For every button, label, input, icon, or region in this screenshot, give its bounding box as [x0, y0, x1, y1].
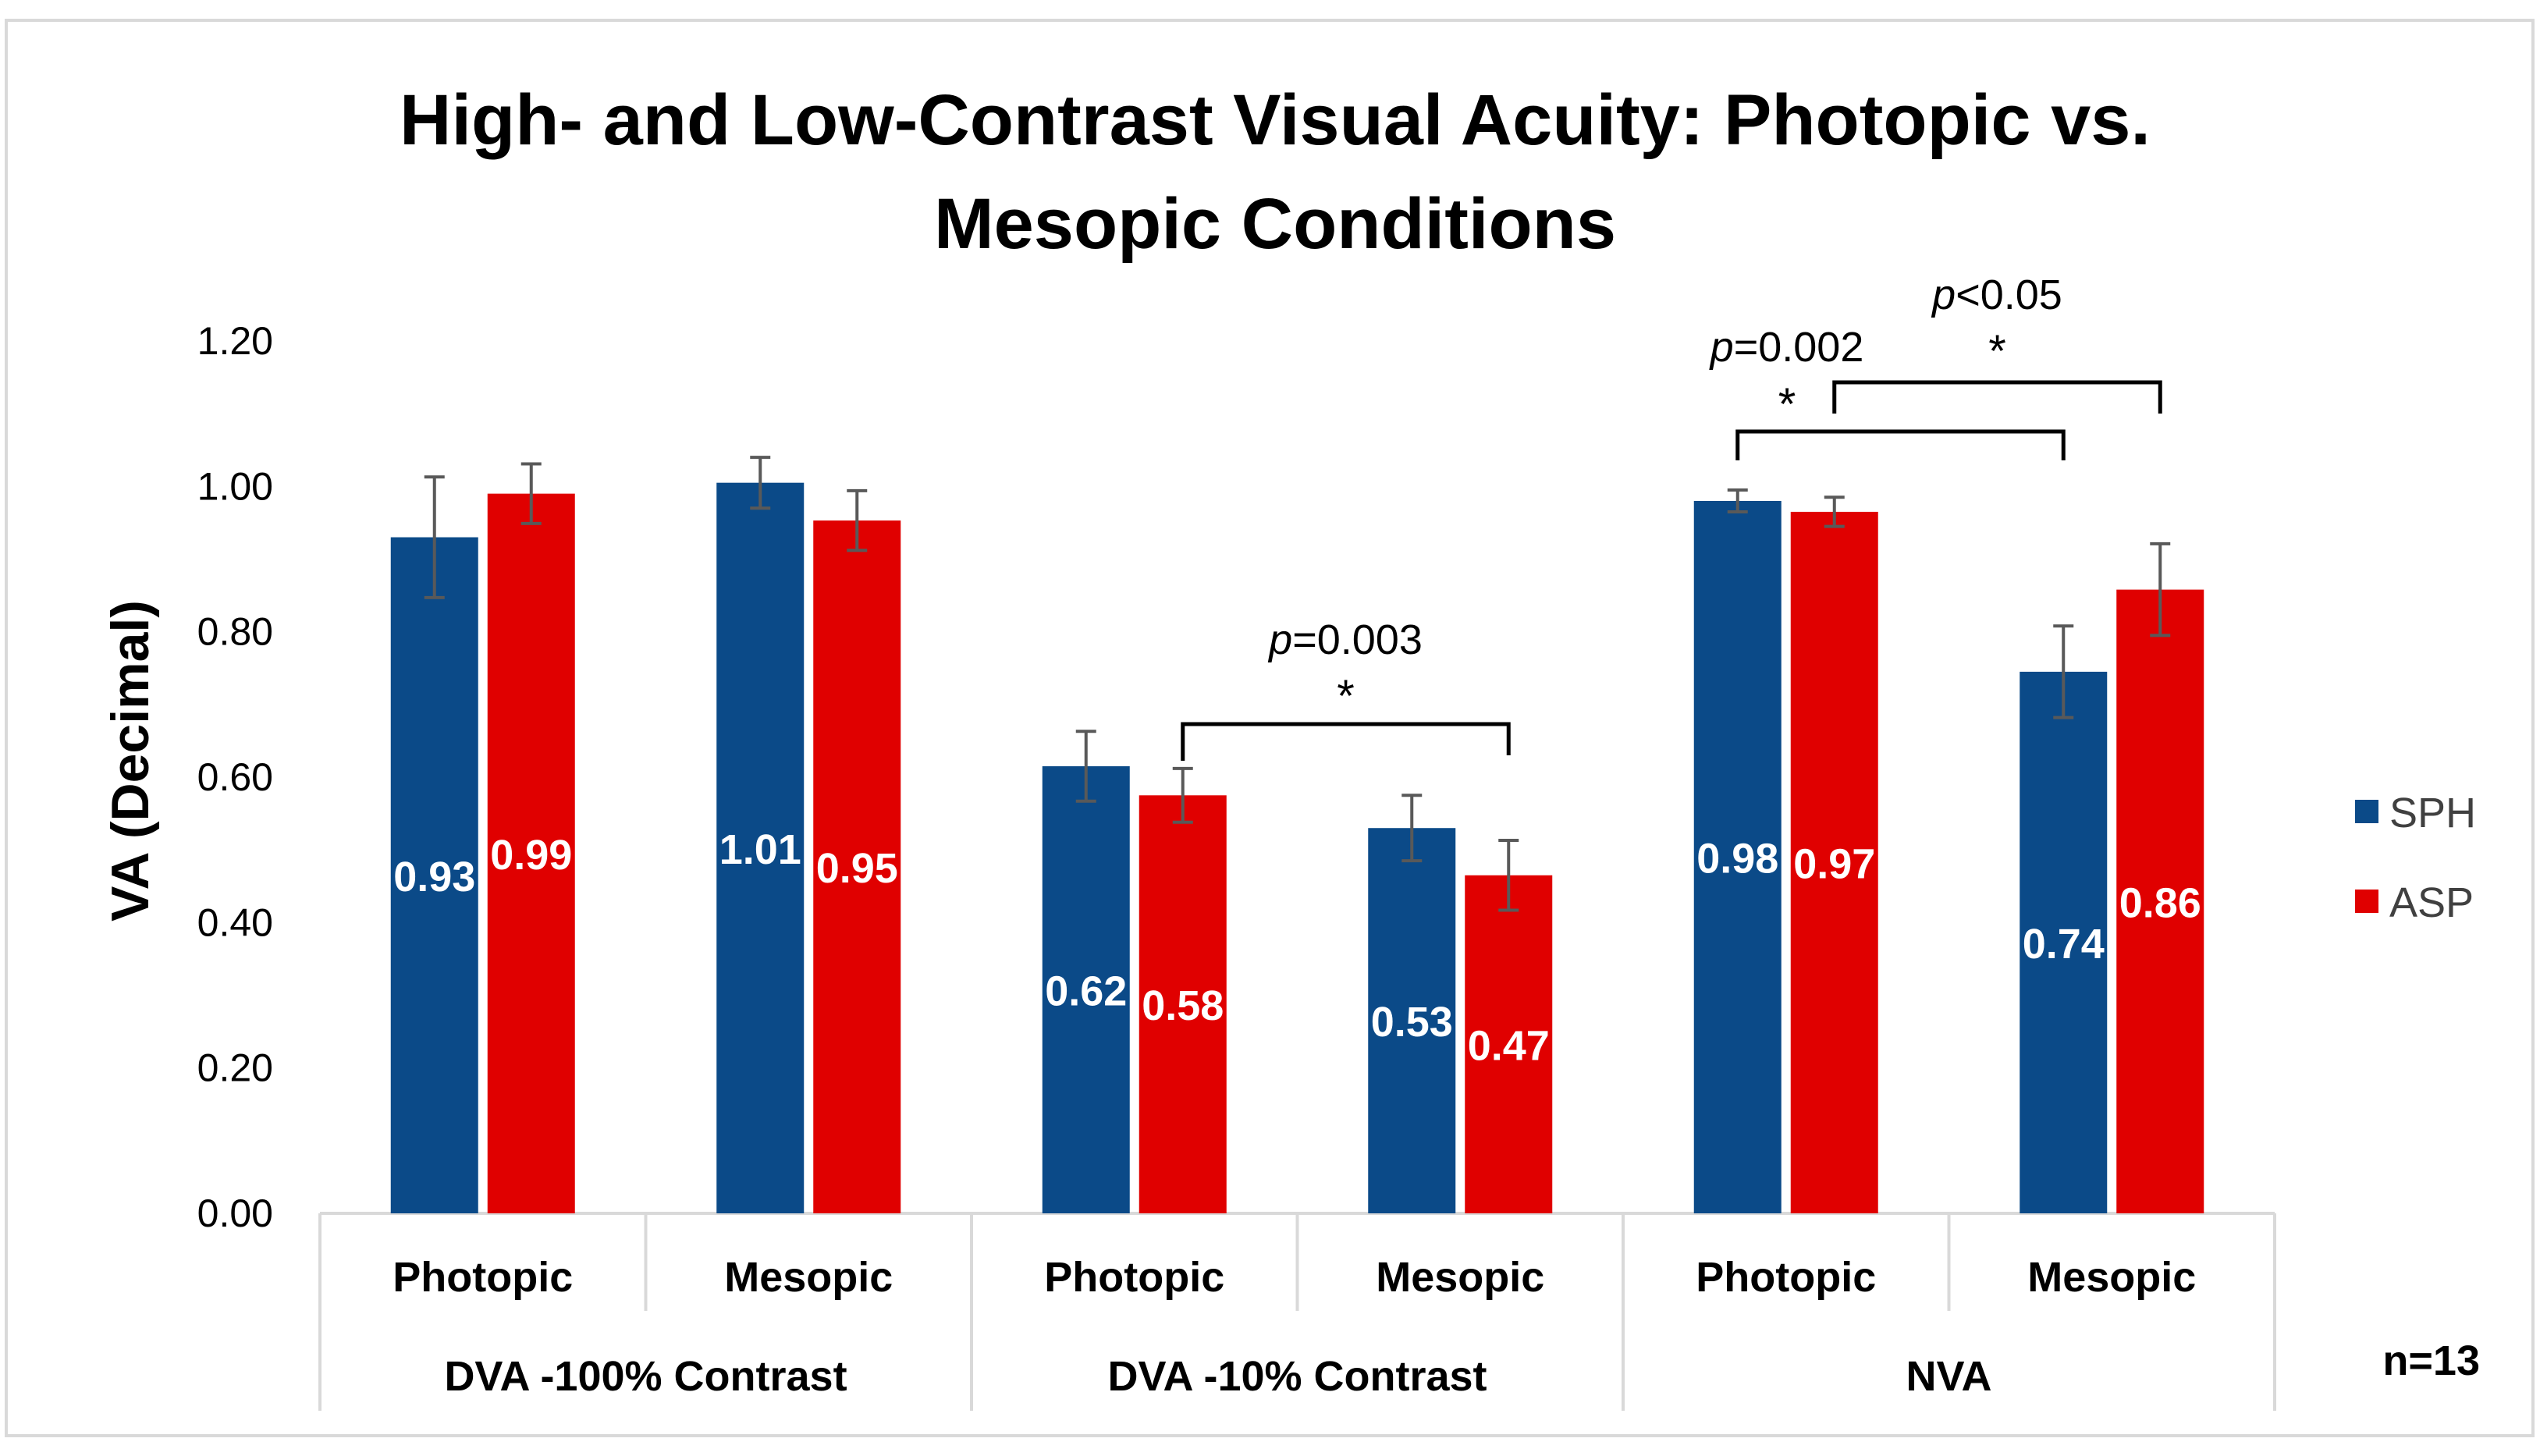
error-bar-asp-5 — [2150, 542, 2171, 637]
data-label-sph-2: 0.62 — [1045, 968, 1127, 1015]
category-labels: Photopic Mesopic Photopic Mesopic Photopic Me… — [393, 1254, 2196, 1400]
p-value-label-1: p=0.002 — [1709, 324, 1864, 371]
data-label-asp-0: 0.99 — [490, 832, 572, 879]
bars — [390, 482, 2204, 1213]
axes — [318, 1212, 2276, 1411]
bar-asp-5 — [2116, 589, 2204, 1213]
category-label-2: Photopic — [1044, 1254, 1224, 1301]
bar-sph-1 — [716, 482, 805, 1213]
error-bars — [424, 456, 2171, 912]
data-label-sph-5: 0.74 — [2023, 921, 2105, 968]
y-tick-label-1-20: 1.20 — [197, 319, 273, 363]
significance-star-2: * — [1988, 326, 2006, 377]
y-tick-label-0-20: 0.20 — [197, 1046, 273, 1090]
bar-sph-3 — [1368, 828, 1456, 1213]
significance-bracket-0: p=0.003 * — [1181, 616, 1511, 761]
significance-bracket-2: p<0.05 * — [1832, 272, 2162, 414]
bar-asp-4 — [1790, 511, 1878, 1213]
group-label-dva-10-contrast: DVA -10% Contrast — [1107, 1353, 1487, 1400]
bar-asp-0 — [487, 493, 575, 1213]
p-value-label-2: p<0.05 — [1931, 272, 2062, 318]
data-label-asp-1: 0.95 — [816, 845, 898, 892]
bar-asp-3 — [1465, 875, 1553, 1213]
error-bar-asp-3 — [1498, 839, 1519, 912]
significance-bracket-1: p=0.002 * — [1709, 324, 2066, 460]
error-bar-asp-0 — [520, 462, 542, 525]
y-tick-label-1-00: 1.00 — [197, 464, 273, 508]
group-label-dva-100-contrast: DVA -100% Contrast — [444, 1353, 847, 1400]
data-label-asp-4: 0.97 — [1793, 840, 1875, 887]
error-bar-sph-4 — [1727, 488, 1748, 513]
data-labels: 0.93 1.01 0.62 0.53 0.98 0.74 0.99 0.95 0.58 0.47… — [393, 826, 2201, 1070]
error-bar-asp-2 — [1172, 766, 1193, 824]
significance-star-0: * — [1337, 671, 1355, 722]
chart-title-line-2: Mesopic Conditions — [934, 184, 1616, 264]
significance-star-1: * — [1778, 379, 1796, 430]
data-label-asp-5: 0.86 — [2119, 879, 2201, 926]
bar-sph-4 — [1693, 500, 1782, 1213]
legend-label-asp: ASP — [2389, 879, 2474, 926]
significance-brackets: p=0.003 * p=0.002 * p<0.05 * — [1181, 272, 2162, 761]
category-label-5: Mesopic — [2027, 1254, 2196, 1301]
legend-swatch-asp — [2355, 890, 2378, 913]
error-bar-sph-3 — [1401, 794, 1423, 863]
data-label-sph-0: 0.93 — [393, 854, 475, 900]
legend-label-sph: SPH — [2389, 790, 2476, 836]
bar-sph-0 — [390, 537, 478, 1213]
data-label-sph-4: 0.98 — [1696, 835, 1778, 882]
y-tick-label-0-60: 0.60 — [197, 755, 273, 799]
legend-swatch-sph — [2355, 800, 2378, 823]
sample-size-note: n=13 — [2382, 1337, 2480, 1384]
bar-asp-1 — [813, 520, 901, 1213]
bar-sph-5 — [2020, 671, 2108, 1213]
data-label-sph-1: 1.01 — [719, 826, 801, 873]
bar-asp-2 — [1139, 795, 1227, 1213]
data-label-sph-3: 0.53 — [1371, 999, 1453, 1046]
category-label-4: Photopic — [1696, 1254, 1876, 1301]
error-bar-sph-1 — [750, 456, 771, 510]
bar-sph-2 — [1042, 766, 1130, 1213]
y-axis-ticks: 0.00 0.20 0.40 0.60 0.80 1.00 1.20 — [197, 319, 273, 1235]
y-axis-label: VA (Decimal) — [101, 600, 160, 922]
y-tick-label-0-40: 0.40 — [197, 900, 273, 944]
y-tick-label-0-80: 0.80 — [197, 610, 273, 654]
group-label-nva: NVA — [1906, 1353, 1991, 1400]
error-bar-sph-0 — [424, 475, 445, 599]
legend: SPH ASP — [2355, 790, 2476, 926]
y-tick-label-0-00: 0.00 — [197, 1191, 273, 1235]
chart-title-line-1: High- and Low-Contrast Visual Acuity: Ph… — [400, 80, 2151, 160]
category-label-1: Mesopic — [724, 1254, 893, 1301]
category-label-0: Photopic — [393, 1254, 573, 1301]
p-value-label-0: p=0.003 — [1267, 616, 1423, 663]
error-bar-asp-4 — [1824, 495, 1845, 528]
data-label-asp-3: 0.47 — [1468, 1022, 1550, 1069]
category-label-3: Mesopic — [1376, 1254, 1544, 1301]
error-bar-sph-5 — [2053, 624, 2074, 719]
error-bar-asp-1 — [847, 488, 868, 552]
data-label-asp-2: 0.58 — [1142, 982, 1224, 1029]
error-bar-sph-2 — [1075, 730, 1096, 803]
